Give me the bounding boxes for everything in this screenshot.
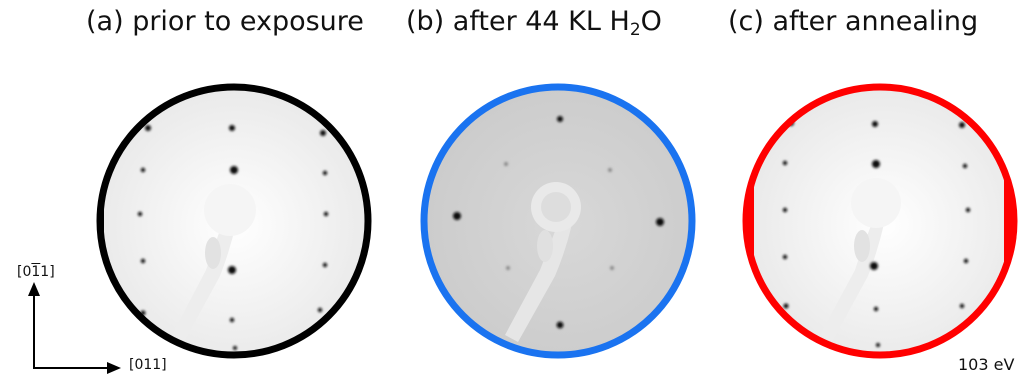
leed-pattern-c — [742, 83, 1018, 359]
axis-label-vertical: [011] — [17, 264, 55, 280]
beam-energy-label: 103 eV — [958, 355, 1015, 374]
up-arrowhead-icon — [28, 282, 40, 296]
ring-c — [742, 83, 1018, 359]
ring-b — [420, 83, 696, 359]
ring-a — [96, 83, 372, 359]
orientation-arrows — [33, 293, 110, 369]
leed-pattern-b — [420, 83, 696, 359]
panel-c-title: (c) after annealing — [728, 6, 979, 37]
panel-a-title: (a) prior to exposure — [86, 6, 364, 37]
panel-b-title: (b) after 44 KL H2O — [406, 6, 662, 40]
right-arrowhead-icon — [107, 362, 121, 374]
leed-pattern-a — [96, 83, 372, 359]
axis-label-horizontal: [011] — [129, 357, 167, 373]
